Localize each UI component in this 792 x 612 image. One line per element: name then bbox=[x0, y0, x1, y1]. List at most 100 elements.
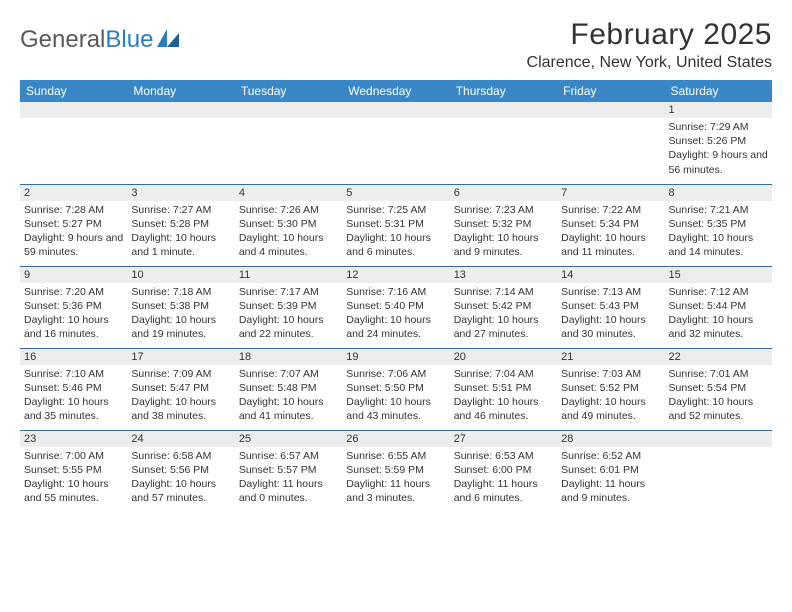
daylight-text: Daylight: 10 hours and 22 minutes. bbox=[239, 313, 338, 341]
daylight-text: Daylight: 10 hours and 46 minutes. bbox=[454, 395, 553, 423]
calendar-week-row: 1Sunrise: 7:29 AMSunset: 5:26 PMDaylight… bbox=[20, 102, 772, 184]
sunset-text: Sunset: 5:43 PM bbox=[561, 299, 660, 313]
day-number: 3 bbox=[127, 185, 234, 201]
sunset-text: Sunset: 5:48 PM bbox=[239, 381, 338, 395]
sunset-text: Sunset: 5:47 PM bbox=[131, 381, 230, 395]
calendar-day-cell: 10Sunrise: 7:18 AMSunset: 5:38 PMDayligh… bbox=[127, 266, 234, 348]
daylight-text: Daylight: 10 hours and 14 minutes. bbox=[669, 231, 768, 259]
day-number: 22 bbox=[665, 349, 772, 365]
day-number bbox=[127, 102, 234, 118]
day-header: Saturday bbox=[665, 80, 772, 102]
calendar-day-cell bbox=[450, 102, 557, 184]
sunrise-text: Sunrise: 7:01 AM bbox=[669, 367, 768, 381]
day-body: Sunrise: 7:22 AMSunset: 5:34 PMDaylight:… bbox=[557, 201, 664, 264]
calendar-day-cell: 20Sunrise: 7:04 AMSunset: 5:51 PMDayligh… bbox=[450, 348, 557, 430]
daylight-text: Daylight: 10 hours and 43 minutes. bbox=[346, 395, 445, 423]
sunset-text: Sunset: 5:50 PM bbox=[346, 381, 445, 395]
day-body: Sunrise: 7:17 AMSunset: 5:39 PMDaylight:… bbox=[235, 283, 342, 346]
sunset-text: Sunset: 6:00 PM bbox=[454, 463, 553, 477]
calendar-day-cell: 24Sunrise: 6:58 AMSunset: 5:56 PMDayligh… bbox=[127, 430, 234, 512]
sunset-text: Sunset: 5:38 PM bbox=[131, 299, 230, 313]
day-number bbox=[665, 431, 772, 447]
day-body: Sunrise: 7:23 AMSunset: 5:32 PMDaylight:… bbox=[450, 201, 557, 264]
daylight-text: Daylight: 10 hours and 19 minutes. bbox=[131, 313, 230, 341]
calendar-day-cell: 17Sunrise: 7:09 AMSunset: 5:47 PMDayligh… bbox=[127, 348, 234, 430]
day-number: 14 bbox=[557, 267, 664, 283]
sunrise-text: Sunrise: 7:14 AM bbox=[454, 285, 553, 299]
daylight-text: Daylight: 10 hours and 55 minutes. bbox=[24, 477, 123, 505]
sunset-text: Sunset: 5:57 PM bbox=[239, 463, 338, 477]
day-body: Sunrise: 7:28 AMSunset: 5:27 PMDaylight:… bbox=[20, 201, 127, 264]
calendar-day-cell: 18Sunrise: 7:07 AMSunset: 5:48 PMDayligh… bbox=[235, 348, 342, 430]
daylight-text: Daylight: 10 hours and 32 minutes. bbox=[669, 313, 768, 341]
day-body: Sunrise: 7:10 AMSunset: 5:46 PMDaylight:… bbox=[20, 365, 127, 428]
day-body: Sunrise: 6:57 AMSunset: 5:57 PMDaylight:… bbox=[235, 447, 342, 510]
calendar-day-cell bbox=[127, 102, 234, 184]
month-title: February 2025 bbox=[527, 18, 772, 52]
daylight-text: Daylight: 11 hours and 3 minutes. bbox=[346, 477, 445, 505]
daylight-text: Daylight: 10 hours and 57 minutes. bbox=[131, 477, 230, 505]
calendar-week-row: 2Sunrise: 7:28 AMSunset: 5:27 PMDaylight… bbox=[20, 184, 772, 266]
day-header: Friday bbox=[557, 80, 664, 102]
day-number: 10 bbox=[127, 267, 234, 283]
sunset-text: Sunset: 5:36 PM bbox=[24, 299, 123, 313]
day-number: 2 bbox=[20, 185, 127, 201]
sunrise-text: Sunrise: 7:22 AM bbox=[561, 203, 660, 217]
day-body: Sunrise: 7:14 AMSunset: 5:42 PMDaylight:… bbox=[450, 283, 557, 346]
title-block: February 2025 Clarence, New York, United… bbox=[527, 18, 772, 72]
sunset-text: Sunset: 5:34 PM bbox=[561, 217, 660, 231]
sunrise-text: Sunrise: 7:12 AM bbox=[669, 285, 768, 299]
day-number: 18 bbox=[235, 349, 342, 365]
day-body: Sunrise: 7:26 AMSunset: 5:30 PMDaylight:… bbox=[235, 201, 342, 264]
day-number: 15 bbox=[665, 267, 772, 283]
day-body: Sunrise: 7:21 AMSunset: 5:35 PMDaylight:… bbox=[665, 201, 772, 264]
sunrise-text: Sunrise: 6:52 AM bbox=[561, 449, 660, 463]
daylight-text: Daylight: 10 hours and 9 minutes. bbox=[454, 231, 553, 259]
day-header: Monday bbox=[127, 80, 234, 102]
sunset-text: Sunset: 5:30 PM bbox=[239, 217, 338, 231]
day-number: 13 bbox=[450, 267, 557, 283]
day-number: 16 bbox=[20, 349, 127, 365]
sunrise-text: Sunrise: 7:10 AM bbox=[24, 367, 123, 381]
day-number: 1 bbox=[665, 102, 772, 118]
day-body: Sunrise: 7:16 AMSunset: 5:40 PMDaylight:… bbox=[342, 283, 449, 346]
daylight-text: Daylight: 11 hours and 6 minutes. bbox=[454, 477, 553, 505]
sunrise-text: Sunrise: 7:06 AM bbox=[346, 367, 445, 381]
sunrise-text: Sunrise: 7:09 AM bbox=[131, 367, 230, 381]
day-header: Sunday bbox=[20, 80, 127, 102]
day-number bbox=[20, 102, 127, 118]
day-body: Sunrise: 7:06 AMSunset: 5:50 PMDaylight:… bbox=[342, 365, 449, 428]
day-header-row: Sunday Monday Tuesday Wednesday Thursday… bbox=[20, 80, 772, 102]
day-body: Sunrise: 6:53 AMSunset: 6:00 PMDaylight:… bbox=[450, 447, 557, 510]
day-body: Sunrise: 7:27 AMSunset: 5:28 PMDaylight:… bbox=[127, 201, 234, 264]
calendar-day-cell: 16Sunrise: 7:10 AMSunset: 5:46 PMDayligh… bbox=[20, 348, 127, 430]
sunrise-text: Sunrise: 7:00 AM bbox=[24, 449, 123, 463]
logo: GeneralBlue bbox=[20, 18, 183, 54]
sunset-text: Sunset: 5:31 PM bbox=[346, 217, 445, 231]
day-number: 12 bbox=[342, 267, 449, 283]
logo-mark-icon bbox=[157, 26, 183, 54]
day-header: Thursday bbox=[450, 80, 557, 102]
sunset-text: Sunset: 5:46 PM bbox=[24, 381, 123, 395]
calendar-day-cell bbox=[557, 102, 664, 184]
calendar-day-cell: 1Sunrise: 7:29 AMSunset: 5:26 PMDaylight… bbox=[665, 102, 772, 184]
sunset-text: Sunset: 5:35 PM bbox=[669, 217, 768, 231]
sunset-text: Sunset: 5:44 PM bbox=[669, 299, 768, 313]
calendar-day-cell bbox=[665, 430, 772, 512]
day-number: 28 bbox=[557, 431, 664, 447]
calendar-week-row: 16Sunrise: 7:10 AMSunset: 5:46 PMDayligh… bbox=[20, 348, 772, 430]
day-number: 20 bbox=[450, 349, 557, 365]
calendar-day-cell bbox=[20, 102, 127, 184]
daylight-text: Daylight: 10 hours and 11 minutes. bbox=[561, 231, 660, 259]
day-number: 23 bbox=[20, 431, 127, 447]
calendar-day-cell: 22Sunrise: 7:01 AMSunset: 5:54 PMDayligh… bbox=[665, 348, 772, 430]
sunset-text: Sunset: 5:28 PM bbox=[131, 217, 230, 231]
day-body: Sunrise: 7:20 AMSunset: 5:36 PMDaylight:… bbox=[20, 283, 127, 346]
day-number: 25 bbox=[235, 431, 342, 447]
logo-text-1: General bbox=[20, 26, 105, 54]
daylight-text: Daylight: 10 hours and 52 minutes. bbox=[669, 395, 768, 423]
day-body: Sunrise: 7:13 AMSunset: 5:43 PMDaylight:… bbox=[557, 283, 664, 346]
calendar-day-cell: 4Sunrise: 7:26 AMSunset: 5:30 PMDaylight… bbox=[235, 184, 342, 266]
day-number: 4 bbox=[235, 185, 342, 201]
day-number: 8 bbox=[665, 185, 772, 201]
